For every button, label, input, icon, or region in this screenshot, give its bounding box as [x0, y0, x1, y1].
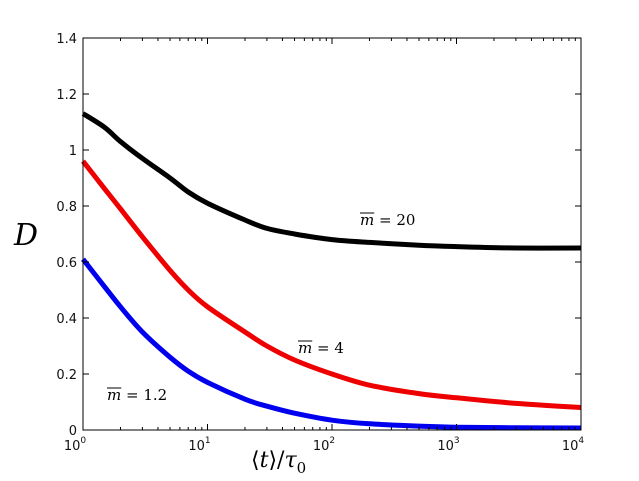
x-tick-label: 104 — [562, 436, 585, 454]
y-tick-label: 0.8 — [56, 200, 77, 215]
x-tick-exp: 0 — [80, 436, 86, 446]
x-title-close: ⟩ — [268, 448, 277, 473]
series-label-m1-2: m = 1.2 — [107, 386, 167, 404]
x-tick-label: 102 — [313, 436, 335, 454]
series-line-1 — [81, 159, 582, 411]
x-tick-exp: 2 — [329, 436, 335, 446]
x-title-slash: / — [277, 448, 285, 473]
x-tick-base: 10 — [64, 439, 81, 454]
x-title-open: ⟨ — [251, 448, 260, 473]
x-tick-base: 10 — [437, 439, 454, 454]
series-label-m4-m: m — [298, 339, 312, 357]
x-tick-base: 10 — [313, 439, 330, 454]
x-title-tau: τ — [284, 448, 297, 473]
annotation-layer: m = 20 m = 4 m = 1.2 — [107, 211, 415, 404]
y-tick-label: 1.4 — [56, 32, 77, 47]
series-label-m20-eq: = 20 — [374, 211, 415, 229]
y-axis-title: D — [13, 218, 38, 253]
series-label-m20: m = 20 — [360, 211, 415, 229]
x-axis-title: ⟨t⟩/τ0 — [251, 448, 306, 477]
y-tick-label: 0.6 — [56, 256, 77, 271]
y-tick-label: 1.2 — [56, 88, 77, 103]
x-tick-exp: 4 — [578, 436, 584, 446]
series-line-0 — [81, 111, 582, 251]
x-tick-label: 101 — [188, 436, 210, 454]
x-tick-exp: 3 — [454, 436, 460, 446]
y-tick-label: 1 — [69, 144, 77, 159]
y-tick-label: 0.2 — [56, 368, 77, 383]
series-label-m1-2-m: m — [107, 386, 121, 404]
series-label-m20-m: m — [360, 211, 374, 229]
y-tick-label: 0 — [69, 424, 77, 439]
x-tick-label: 100 — [64, 436, 87, 454]
series-line-2 — [81, 257, 582, 431]
y-tick-label: 0.4 — [56, 312, 77, 327]
x-title-var: t — [260, 448, 269, 473]
series-label-m4-eq: = 4 — [312, 339, 344, 357]
x-tick-exp: 1 — [205, 436, 211, 446]
x-tick-label: 103 — [437, 436, 459, 454]
x-title-sub: 0 — [297, 459, 307, 477]
x-tick-base: 10 — [188, 439, 205, 454]
x-tick-base: 10 — [562, 439, 579, 454]
series-layer — [81, 111, 582, 431]
series-label-m1-2-eq: = 1.2 — [121, 386, 167, 404]
plot-frame — [82, 37, 582, 431]
series-label-m4: m = 4 — [298, 339, 344, 357]
